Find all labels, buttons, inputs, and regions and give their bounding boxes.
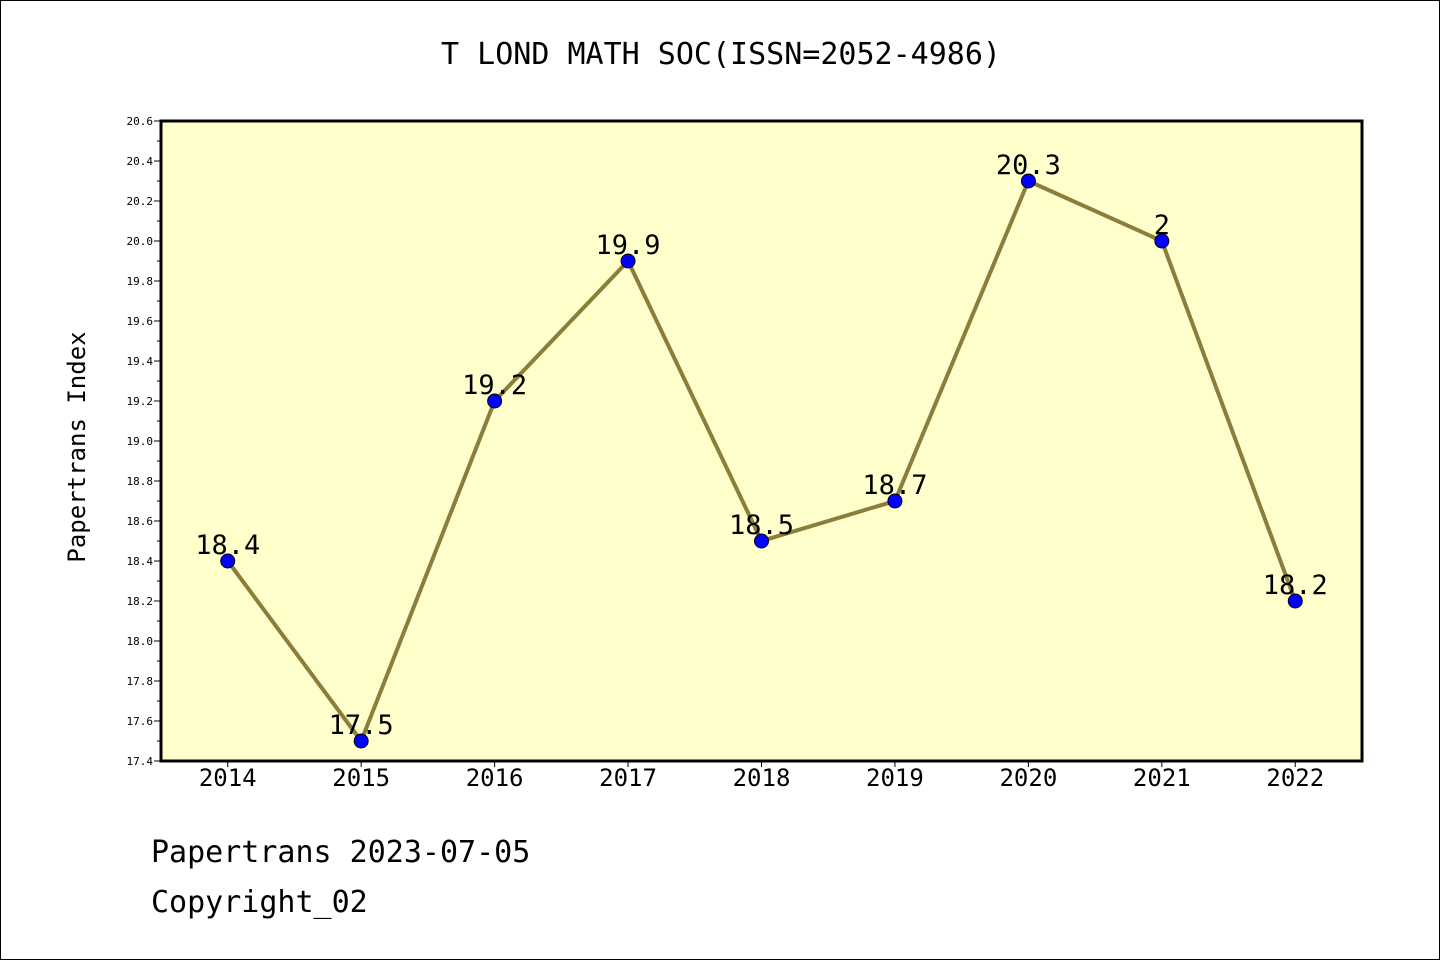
y-tick-label: 17.8 xyxy=(127,675,154,688)
x-tick-label: 2017 xyxy=(599,764,657,792)
data-point xyxy=(1287,593,1303,609)
y-tick-label: 19.8 xyxy=(127,275,154,288)
x-tick-label: 2014 xyxy=(199,764,257,792)
y-tick-label: 19.4 xyxy=(127,355,154,368)
y-tick-label: 20.0 xyxy=(127,235,154,248)
data-label: 19.9 xyxy=(596,230,661,261)
y-tick-label: 18.4 xyxy=(127,555,154,568)
y-tick-label: 19.2 xyxy=(127,395,154,408)
x-tick-label: 2022 xyxy=(1266,764,1324,792)
x-tick-label: 2018 xyxy=(733,764,791,792)
data-point xyxy=(620,253,636,269)
y-tick-label: 18.0 xyxy=(127,635,154,648)
y-tick-label: 20.6 xyxy=(127,115,154,128)
x-tick-label: 2019 xyxy=(866,764,924,792)
y-tick-label: 20.4 xyxy=(127,155,154,168)
y-tick-label: 18.2 xyxy=(127,595,154,608)
y-tick-label: 17.6 xyxy=(127,715,154,728)
x-tick-label: 2021 xyxy=(1133,764,1191,792)
data-point xyxy=(1020,173,1036,189)
data-point xyxy=(1154,233,1170,249)
x-tick-label: 2016 xyxy=(466,764,524,792)
data-label: 18.7 xyxy=(862,470,927,501)
y-tick-label: 18.6 xyxy=(127,515,154,528)
x-tick-label: 2020 xyxy=(999,764,1057,792)
data-label: 19.2 xyxy=(462,370,527,401)
data-label: 20.3 xyxy=(996,150,1061,181)
data-label: 17.5 xyxy=(329,710,394,741)
y-axis: 17.4 17.6 17.8 18.0 18.2 18.4 18.6 18.8 19.0 19.2… xyxy=(127,115,161,768)
series xyxy=(220,173,1303,749)
data-point xyxy=(487,393,503,409)
plot-area xyxy=(161,121,1362,761)
y-tick-label: 17.4 xyxy=(127,755,154,768)
y-tick-label: 20.2 xyxy=(127,195,154,208)
plot-border xyxy=(159,119,1364,763)
data-label: 2 xyxy=(1154,210,1170,241)
y-tick-label: 18.8 xyxy=(127,475,154,488)
data-point xyxy=(220,553,236,569)
chart-title: T LOND MATH SOC(ISSN=2052-4986) xyxy=(441,37,1001,72)
x-axis: 2014 2015 2016 2017 2018 2019 2020 2021 2022 xyxy=(199,761,1324,792)
data-point xyxy=(887,493,903,509)
footer-date: Papertrans 2023-07-05 xyxy=(151,835,531,870)
x-tick-label: 2015 xyxy=(332,764,390,792)
y-tick-label: 19.0 xyxy=(127,435,154,448)
data-point xyxy=(353,733,369,749)
data-label: 18.2 xyxy=(1263,570,1328,601)
data-labels: 18.4 17.5 19.2 19.9 18.5 18.7 20.3 2 18.2 xyxy=(195,150,1328,741)
data-label: 18.5 xyxy=(729,510,794,541)
y-tick-label: 19.6 xyxy=(127,315,154,328)
footer-copyright: Copyright_02 xyxy=(151,885,368,920)
data-point xyxy=(754,533,769,549)
data-label: 18.4 xyxy=(195,530,260,561)
